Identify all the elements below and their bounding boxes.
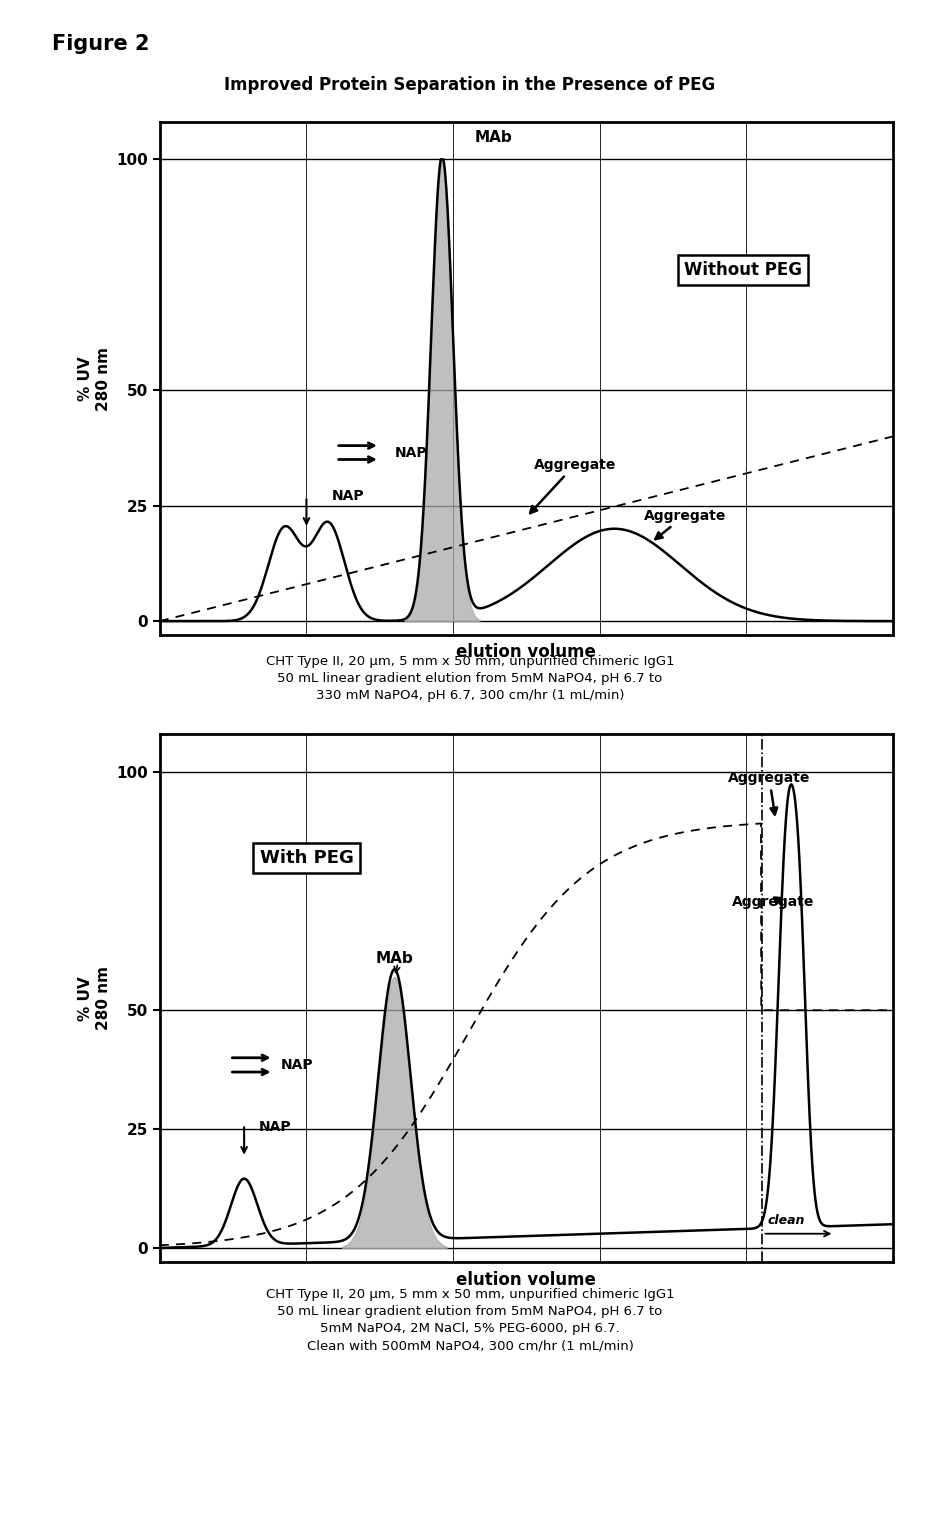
Text: Aggregate: Aggregate xyxy=(530,457,616,513)
Text: MAb: MAb xyxy=(376,950,414,965)
Text: Improved Protein Separation in the Presence of PEG: Improved Protein Separation in the Prese… xyxy=(225,76,715,95)
Text: MAb: MAb xyxy=(475,130,513,145)
X-axis label: elution volume: elution volume xyxy=(457,1270,596,1288)
Text: NAP: NAP xyxy=(258,1120,291,1134)
Y-axis label: % UV
280 nm: % UV 280 nm xyxy=(78,347,111,410)
Text: Without PEG: Without PEG xyxy=(683,262,802,278)
Text: NAP: NAP xyxy=(332,490,365,503)
Text: CHT Type II, 20 μm, 5 mm x 50 mm, unpurified chimeric IgG1
50 mL linear gradient: CHT Type II, 20 μm, 5 mm x 50 mm, unpuri… xyxy=(266,1288,674,1353)
Text: Aggregate: Aggregate xyxy=(644,508,726,539)
Text: NAP: NAP xyxy=(281,1057,313,1073)
Text: NAP: NAP xyxy=(395,445,427,459)
Text: Aggregate: Aggregate xyxy=(731,895,814,909)
Text: clean: clean xyxy=(768,1215,806,1227)
Text: Aggregate: Aggregate xyxy=(728,771,810,814)
X-axis label: elution volume: elution volume xyxy=(457,643,596,661)
Text: With PEG: With PEG xyxy=(259,849,353,868)
Text: CHT Type II, 20 μm, 5 mm x 50 mm, unpurified chimeric IgG1
50 mL linear gradient: CHT Type II, 20 μm, 5 mm x 50 mm, unpuri… xyxy=(266,655,674,702)
Text: Figure 2: Figure 2 xyxy=(52,34,149,54)
Y-axis label: % UV
280 nm: % UV 280 nm xyxy=(78,967,111,1030)
